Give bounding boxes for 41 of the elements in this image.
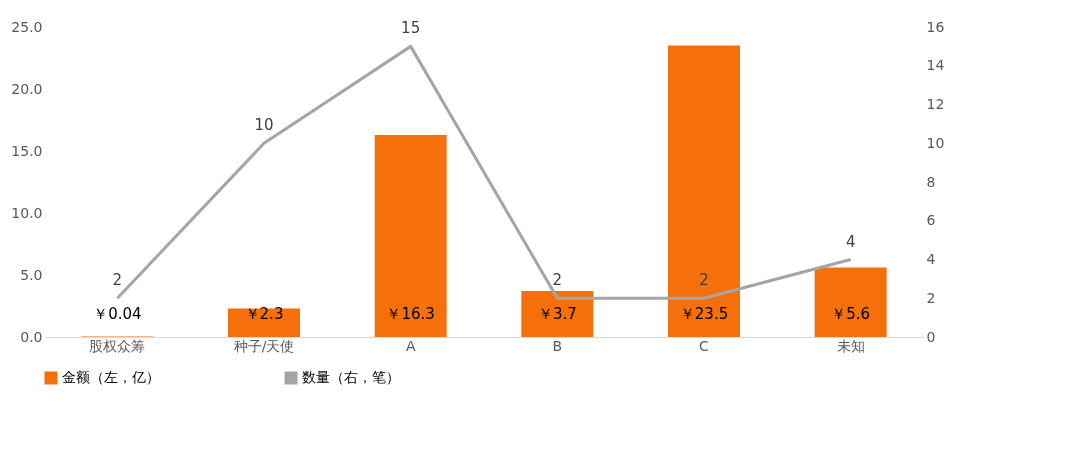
bar: [374, 134, 447, 337]
data-label: 10: [254, 116, 274, 135]
x-tick-label: B: [552, 337, 563, 354]
y-tick-label: 5.0: [20, 266, 43, 283]
data-label: ￥23.5: [679, 305, 729, 323]
data-label: 2: [699, 271, 709, 290]
data-label: 2: [112, 271, 123, 290]
data-label: 2: [552, 271, 563, 290]
legend-label: 金额（左，亿）: [62, 369, 160, 385]
bar: [521, 291, 594, 337]
y2-tick-label: 6: [926, 212, 936, 229]
data-label: ￥0.04: [93, 305, 142, 323]
data-label: 15: [401, 19, 421, 38]
x-tick-label: A: [405, 337, 416, 354]
y-tick-label: 25.0: [11, 18, 43, 35]
x-tick-label: 种子/天使: [233, 337, 295, 354]
bar: [228, 308, 300, 337]
y-tick-label: 0.0: [20, 328, 43, 345]
data-label: ￥16.3: [386, 305, 435, 323]
y-tick-label: 20.0: [11, 80, 43, 97]
line-series: [115, 44, 853, 300]
y2-tick-label: 16: [926, 18, 945, 35]
x-tick-label: 未知: [836, 337, 865, 354]
bar: [814, 267, 887, 337]
data-label: ￥5.6: [831, 305, 871, 323]
x-tick-label: C: [699, 337, 710, 354]
data-label: ￥2.3: [244, 305, 284, 323]
y2-tick-label: 14: [926, 57, 945, 74]
y2-tick-label: 12: [926, 96, 945, 112]
data-label: ￥3.7: [537, 305, 577, 323]
legend-label: 数量（右，笔）: [302, 369, 400, 385]
data-label: 4: [845, 232, 856, 251]
x-tick-label: 股权众筹: [89, 337, 146, 354]
bar: [668, 45, 740, 337]
y2-tick-label: 8: [926, 173, 936, 190]
y2-tick-label: 2: [926, 289, 936, 306]
y-tick-label: 15.0: [11, 142, 43, 159]
y-tick-label: 10.0: [11, 204, 43, 221]
y2-tick-label: 10: [926, 134, 945, 151]
y2-tick-label: 4: [926, 251, 936, 267]
y2-tick-label: 0: [926, 328, 936, 345]
